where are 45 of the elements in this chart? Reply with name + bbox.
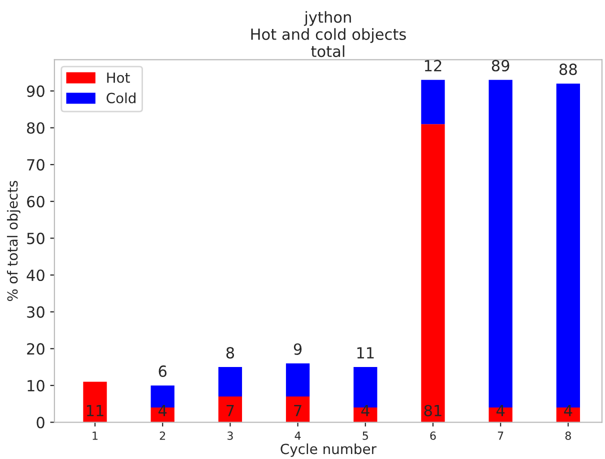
data-label: 11 (357, 347, 374, 358)
y-tick-label: 40 (26, 269, 44, 282)
bar (421, 124, 445, 422)
x-tick-label: 2 (160, 432, 166, 440)
bar (218, 396, 242, 422)
data-label: 6 (158, 365, 166, 377)
data-label: 81 (424, 404, 442, 416)
x-tick-label: 5 (362, 432, 368, 440)
data-label: 4 (158, 405, 167, 416)
data-label: 4 (496, 405, 505, 416)
data-label: 9 (294, 343, 302, 355)
y-tick-label: 80 (27, 122, 44, 134)
bar (421, 80, 445, 124)
y-tick-label: 10 (28, 380, 44, 392)
y-axis-title: % of total objects (6, 180, 20, 302)
legend-label: Cold (106, 92, 136, 104)
data-label: 4 (564, 405, 572, 416)
y-tick-label: 0 (36, 416, 44, 428)
y-tick-label: 70 (27, 159, 44, 171)
x-tick-label: 4 (294, 432, 301, 440)
x-axis-title: Cycle number (280, 443, 376, 457)
x-tick-label: 1 (92, 432, 98, 440)
data-label: 88 (559, 64, 577, 76)
x-tick-label: 7 (498, 432, 504, 440)
data-label: 7 (226, 405, 234, 416)
data-label: 7 (294, 405, 302, 416)
y-tick-label: 50 (27, 232, 44, 244)
data-label: 11 (86, 405, 104, 416)
bar (286, 363, 310, 397)
x-tick-label: 6 (430, 432, 436, 440)
y-tick-label: 30 (27, 306, 44, 318)
data-label: 12 (424, 60, 442, 72)
data-label: 4 (361, 405, 370, 416)
data-label: 89 (492, 60, 510, 72)
bar (286, 396, 310, 422)
legend-label: Hot (107, 72, 130, 83)
y-tick-label: 90 (26, 85, 44, 97)
x-tick-label: 8 (565, 432, 571, 440)
x-tick-label: 3 (228, 432, 233, 440)
y-tick-label: 20 (27, 343, 44, 355)
y-tick-label: 60 (27, 196, 44, 208)
bar (83, 382, 107, 422)
bar (218, 367, 242, 397)
chart-title: jython Hot and cold objects total (251, 11, 406, 58)
data-label: 8 (226, 347, 234, 359)
